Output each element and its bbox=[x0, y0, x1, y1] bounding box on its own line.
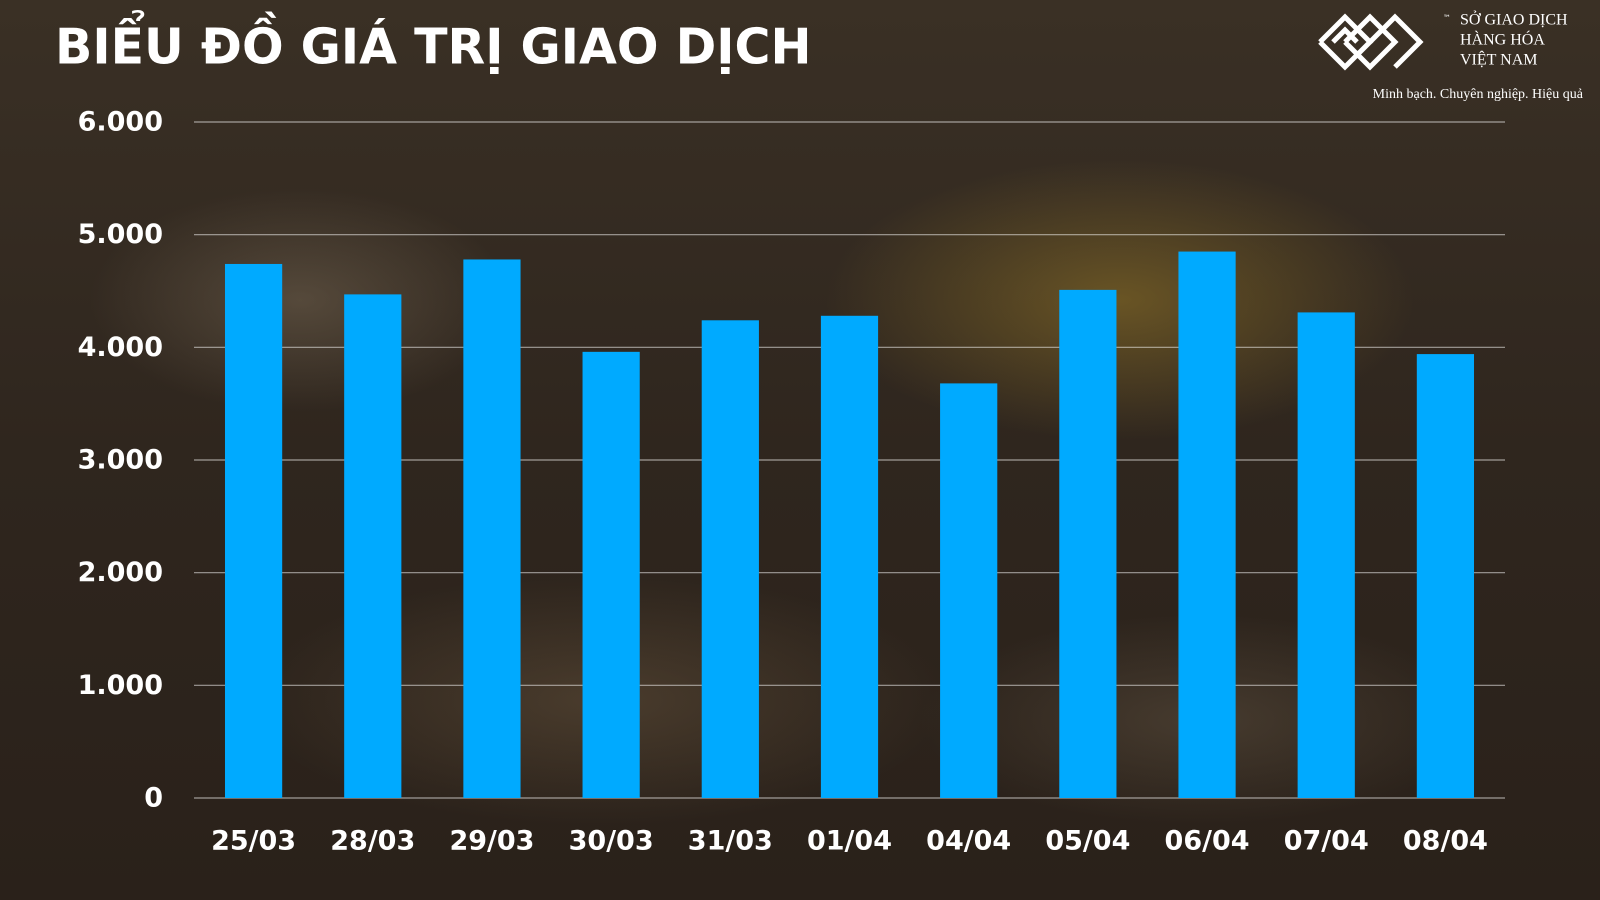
y-tick-label: 6.000 bbox=[78, 107, 163, 138]
x-tick-label: 04/04 bbox=[926, 826, 1011, 857]
logo-tagline: Minh bạch. Chuyên nghiệp. Hiệu quả bbox=[1373, 87, 1584, 102]
bar bbox=[1178, 251, 1236, 799]
x-tick-label: 07/04 bbox=[1284, 826, 1369, 857]
bar bbox=[582, 351, 640, 798]
logo-line: HÀNG HÓA bbox=[1460, 30, 1545, 49]
x-tick-label: 28/03 bbox=[330, 826, 415, 857]
bar bbox=[463, 259, 521, 798]
x-tick-label: 25/03 bbox=[211, 826, 296, 857]
bar bbox=[701, 320, 759, 798]
bar bbox=[1059, 289, 1117, 798]
logo-trademark: ™ bbox=[1443, 14, 1451, 23]
logo-line: VIỆT NAM bbox=[1460, 50, 1537, 69]
y-tick-label: 4.000 bbox=[78, 332, 163, 363]
x-tick-label: 06/04 bbox=[1165, 826, 1250, 857]
bar bbox=[344, 294, 402, 798]
y-tick-label: 5.000 bbox=[78, 219, 163, 250]
bar bbox=[224, 263, 283, 799]
logo-line: SỞ GIAO DỊCH bbox=[1460, 10, 1568, 29]
x-tick-label: 31/03 bbox=[688, 826, 773, 857]
bar bbox=[1297, 312, 1355, 798]
x-tick-label: 01/04 bbox=[807, 826, 892, 857]
x-tick-label: 05/04 bbox=[1045, 826, 1130, 857]
x-tick-label: 29/03 bbox=[449, 826, 534, 857]
x-tick-label: 30/03 bbox=[569, 826, 654, 857]
y-tick-label: 0 bbox=[144, 783, 163, 814]
bar bbox=[940, 383, 998, 798]
y-tick-label: 1.000 bbox=[78, 670, 163, 701]
y-tick-label: 2.000 bbox=[78, 557, 163, 588]
y-tick-label: 3.000 bbox=[78, 445, 163, 476]
logo-mark bbox=[1318, 13, 1424, 71]
chart-title: BIỂU ĐỒ GIÁ TRỊ GIAO DỊCH bbox=[55, 9, 812, 76]
bar bbox=[1416, 354, 1475, 798]
x-tick-label: 08/04 bbox=[1403, 826, 1488, 857]
bar bbox=[820, 315, 879, 798]
